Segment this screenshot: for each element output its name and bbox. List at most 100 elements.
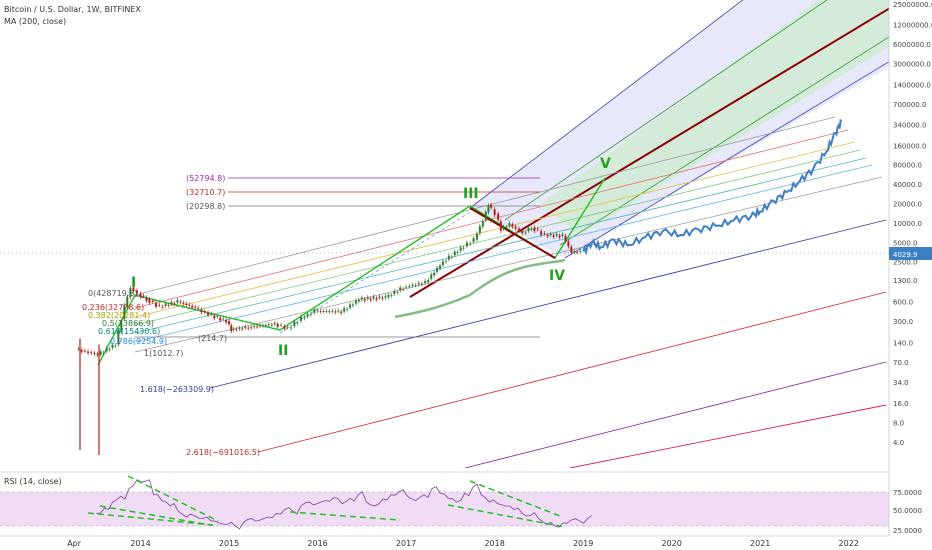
candle-body [151,301,154,303]
candle-body [354,300,357,304]
candle-body [126,296,129,307]
price-axis-tick: 2500.0 [893,259,918,267]
candle-body [570,246,573,253]
candle-body [161,306,164,308]
candle-body [247,327,250,329]
price-axis-tick: 8.0 [893,419,904,427]
candle-body [453,251,456,256]
candle-body [561,234,564,236]
time-axis-tick: 2018 [484,539,504,548]
candle-body [290,327,293,329]
candle-body [241,328,244,330]
candle-body [132,287,135,292]
candle-body [238,327,241,329]
candle-body [514,226,517,229]
candle-body [325,311,328,312]
wave-label-v: V [600,156,611,172]
price-axis-tick: 700000.0 [893,101,926,109]
rsi-indicator-label: RSI (14, close) [4,477,62,486]
candle-body [478,226,481,234]
candle-body [210,313,213,315]
price-axis-tick: 1300.0 [893,277,918,285]
candle-body [270,324,273,326]
candle-body [357,299,360,302]
candle-body [505,226,508,228]
candle-body [123,305,126,320]
candle-body [469,243,472,245]
candle-body [203,311,206,312]
candle-body [299,316,302,321]
candle-body [145,297,148,301]
candle-body [216,316,219,317]
fib-label: 0.236(32778.6) [82,303,144,312]
candle-body [319,311,322,312]
price-axis-tick: 300.0 [893,318,913,326]
candle-body [167,305,170,306]
candle-body [286,327,289,328]
candle-body [283,326,286,329]
price-tag-label: 4029.9 [893,251,918,259]
candle-body [191,305,194,308]
candle-body [194,306,197,308]
candle-body [139,293,142,298]
candle-body [129,288,132,298]
candle-body [244,326,247,329]
candle-body [465,242,468,247]
candle-body [188,304,191,306]
price-axis-tick: 6000000.0 [893,41,931,49]
candle-body [306,313,309,317]
candle-body [155,303,158,307]
candle-body [99,351,102,355]
candle-body [579,250,582,252]
candle-body [360,297,363,300]
candle-body [213,315,216,319]
candle-body [408,286,411,287]
candle-body [256,326,259,328]
candle-body [219,317,222,321]
candle-body [530,228,533,230]
candle-body [164,303,167,306]
candle-body [351,304,354,306]
candle-body [225,319,228,323]
rsi-panel [0,471,889,530]
candle-body [83,350,86,352]
price-tag [889,247,932,260]
candle-body [375,298,378,300]
candle-body [135,290,138,294]
fib-label: (214.7) [198,334,227,343]
candle-body [399,287,402,291]
candle-body [450,256,453,258]
candle-body [555,234,558,236]
candle-body [441,261,444,266]
candle-body [90,352,93,354]
candle-body [499,221,502,231]
candle-body [337,310,340,312]
candle-body [459,247,462,251]
candle-body [456,252,459,253]
chart-title: Bitcoin / U.S. Dollar, 1W, BITFINEX [4,5,141,14]
candle-body [80,349,83,352]
candle-body [387,294,390,298]
candle-body [567,241,570,247]
rsi-axis-tick: 25.0000 [893,527,922,535]
candle-body [369,298,372,301]
candle-body [564,235,567,242]
candle-body [558,235,561,238]
fib-label: 0.5(13866.9) [102,319,154,328]
candle-body [173,303,176,305]
candle-body [493,209,496,216]
price-axis-tick: 600.0 [893,299,913,307]
pitchfork-layer [0,0,889,468]
candle-body [517,228,520,231]
candle-body [427,280,430,283]
candle-body [207,312,210,316]
fib-label: 0.618(15430.6) [98,327,160,336]
candle-body [117,330,120,345]
candle-body [363,299,366,301]
candle-body [158,304,161,306]
candle-body [521,230,524,234]
time-axis-tick: 2020 [662,539,682,548]
candle-body [420,283,423,285]
candle-body [230,325,233,332]
